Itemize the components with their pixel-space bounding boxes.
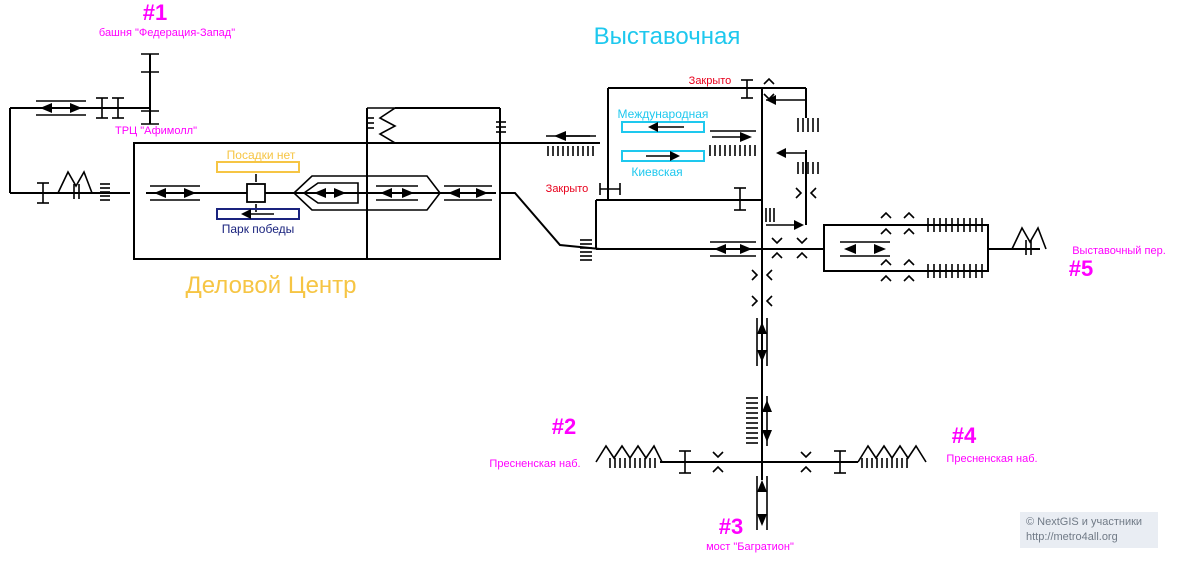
exit-2-label: Пресненская наб. [489,458,580,470]
escalator-delovoy-1 [150,185,200,201]
exit-5-label: Выставочный пер. [1072,245,1166,257]
kievskaya-label: Киевская [631,165,682,179]
copyright-box: © NextGIS и участники http://metro4all.o… [1020,512,1158,548]
exit-5-corridor [762,211,1047,282]
exit-4-number: #4 [952,423,977,448]
park-pobedy-label: Парк победы [222,222,295,236]
vyst-right-arrows [734,95,819,230]
exit-1-number: #1 [143,0,167,25]
exit-2-number: #2 [552,414,576,439]
closed-turnstile-2 [599,183,621,195]
escalator-delovoy-3 [444,185,492,201]
closed-label-2: Закрыто [546,183,589,195]
closed-turnstile-1 [741,77,775,101]
closed-label-1: Закрыто [689,75,732,87]
escalator-exit-1 [36,100,86,116]
mezhdunarodnaya-label: Международная [618,107,709,121]
vertical-corridor [746,269,773,530]
delovoy-hall [133,108,601,260]
exit-3-number: #3 [719,514,743,539]
delovoy-title: Деловой Центр [185,272,356,299]
copyright-link[interactable]: http://metro4all.org [1026,531,1118,543]
park-pobedy-box [216,208,300,220]
exit-5-number: #5 [1069,256,1093,281]
vystavochnaya-title: Выставочная [594,23,741,50]
escalator-vyst-left [546,131,596,156]
copyright-text: © NextGIS и участники [1026,516,1143,528]
posadki-net-label: Посадки нет [227,148,296,162]
exit-1-sublabel: ТРЦ "Афимолл" [115,125,197,137]
stairs-top-delovoy [366,107,506,144]
exit-3-label: мост "Багратион" [706,541,794,553]
kievskaya-box [621,150,705,162]
stairs-vyst-left [580,239,592,261]
mezhdunarodnaya-box [621,121,705,133]
exit-4-label: Пресненская наб. [946,453,1037,465]
escalator-vyst-right-top [709,130,756,156]
left-entrance [10,170,130,204]
vystavochnaya-hall [595,87,807,480]
bottom-corridor [595,444,927,474]
exit-1-label: башня "Федерация-Запад" [99,27,235,39]
turnstile-exit-1 [96,97,124,119]
escalator-vyst-bottom [710,241,756,257]
posadki-net-box [216,161,300,173]
elevator-square [246,183,266,203]
escalator-delovoy-hexagon [292,175,442,211]
